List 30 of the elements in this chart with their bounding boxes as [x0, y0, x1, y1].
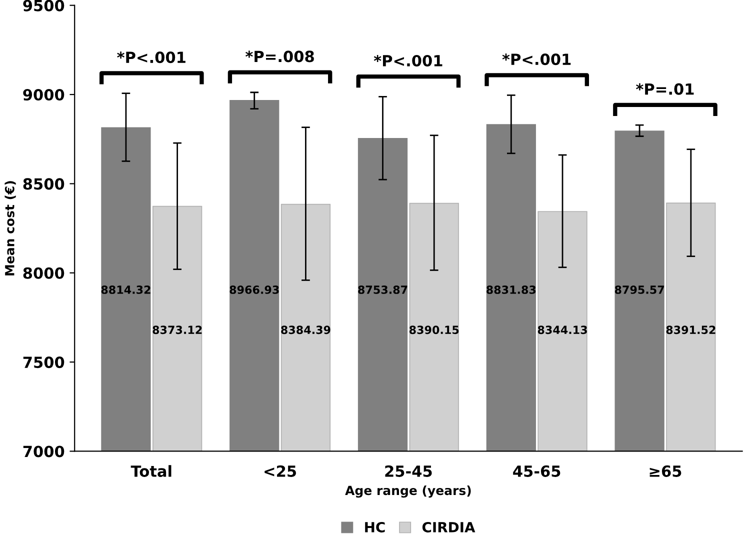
x-tick-label: 45-65 — [513, 465, 560, 477]
annotation: *P=.01 — [636, 83, 694, 95]
x-tick-label: Total — [130, 465, 172, 477]
annotation: *P<.001 — [502, 54, 571, 66]
y-axis-title: Mean cost (€) — [4, 181, 16, 276]
x-tick-label: <25 — [264, 465, 296, 477]
data-label: 8390.15 — [409, 326, 459, 334]
data-label: 8344.13 — [538, 326, 587, 334]
legend-label: CIRDIA — [422, 522, 476, 532]
annotation: *P<.001 — [117, 52, 186, 64]
data-label: 8831.83 — [486, 286, 536, 294]
x-tick-label: ≥65 — [650, 465, 682, 477]
data-label: 8814.32 — [101, 286, 150, 294]
y-tick-label: 7000 — [23, 446, 64, 458]
x-tick-label: 25-45 — [385, 465, 432, 477]
y-tick-label: 7500 — [23, 356, 64, 368]
y-tick-label: 8000 — [23, 267, 64, 279]
x-axis-title: Age range (years) — [345, 485, 471, 498]
data-label: 8753.87 — [358, 286, 408, 294]
data-label: 8966.93 — [230, 286, 279, 294]
y-tick-label: 9000 — [23, 88, 64, 101]
annotation: *P<.001 — [374, 54, 442, 66]
y-tick-label: 8500 — [23, 178, 64, 190]
data-label: 8384.39 — [281, 326, 330, 334]
y-tick-label: 9500 — [23, 0, 64, 12]
data-label: 8391.52 — [666, 326, 716, 334]
data-label: 8373.12 — [152, 326, 202, 334]
legend-label: HC — [365, 522, 385, 532]
annotation: *P=.008 — [246, 50, 314, 62]
data-label: 8795.57 — [614, 286, 664, 294]
